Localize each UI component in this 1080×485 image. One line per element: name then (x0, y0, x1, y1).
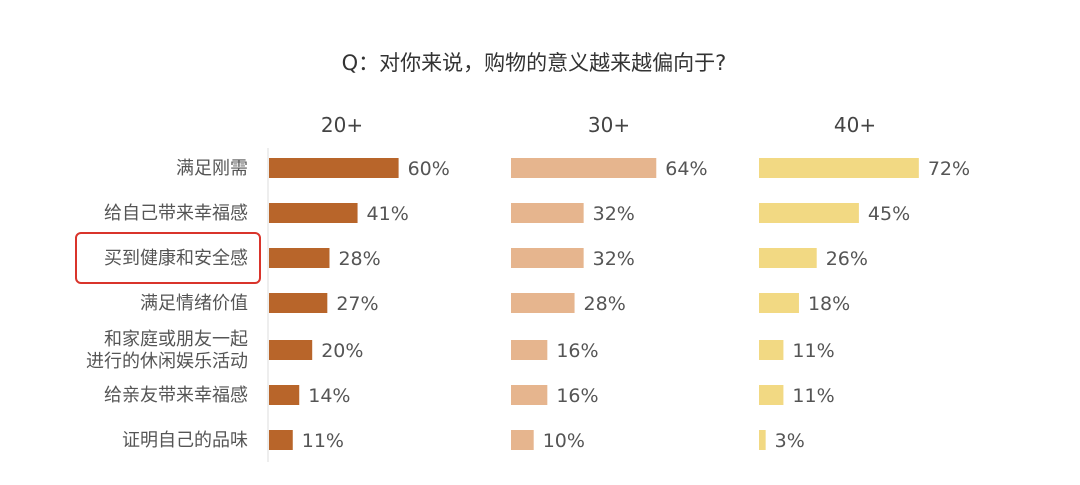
data-label: 60% (408, 158, 450, 180)
bar (511, 203, 584, 223)
data-label: 27% (336, 293, 378, 315)
data-label: 16% (556, 385, 598, 407)
data-label: 72% (928, 158, 970, 180)
bar (269, 430, 293, 450)
data-label: 11% (792, 385, 834, 407)
bar (269, 385, 300, 405)
category-label-line: 满足刚需 (176, 158, 248, 179)
chart-title: Q：对你来说，购物的意义越来越偏向于? (342, 51, 727, 75)
bar (511, 385, 548, 405)
data-label: 64% (665, 158, 707, 180)
category-label-line: 给自己带来幸福感 (104, 203, 248, 224)
bar (269, 203, 358, 223)
data-label: 28% (584, 293, 626, 315)
bar (759, 340, 784, 360)
series-header: 20+ (321, 113, 363, 137)
data-label: 32% (593, 203, 635, 225)
category-label-line: 证明自己的品味 (122, 430, 248, 451)
bar (511, 340, 548, 360)
highlight-box (75, 232, 261, 284)
series-header: 40+ (834, 113, 876, 137)
data-label: 20% (321, 340, 363, 362)
bar (759, 158, 919, 178)
bar (511, 248, 584, 268)
category-label-line: 给亲友带来幸福感 (104, 385, 248, 406)
category-label-line: 进行的休闲娱乐活动 (86, 351, 248, 372)
data-label: 3% (775, 430, 805, 452)
data-label: 11% (302, 430, 344, 452)
data-label: 32% (593, 248, 635, 270)
category-label-line: 和家庭或朋友一起 (104, 329, 248, 350)
bar (269, 340, 313, 360)
bar (759, 203, 859, 223)
category-label-line: 买到健康和安全感 (104, 248, 248, 269)
data-label: 11% (792, 340, 834, 362)
bar (269, 158, 399, 178)
category-label: 满足刚需 (176, 158, 248, 179)
category-label: 买到健康和安全感 (104, 248, 248, 269)
data-label: 14% (308, 385, 350, 407)
bar (269, 248, 330, 268)
category-label: 满足情绪价值 (140, 293, 248, 314)
data-label: 41% (367, 203, 409, 225)
bar (511, 293, 575, 313)
bar (759, 430, 766, 450)
data-label: 18% (808, 293, 850, 315)
bar (511, 158, 657, 178)
bar (269, 293, 328, 313)
bar (759, 248, 817, 268)
data-label: 16% (556, 340, 598, 362)
bar (511, 430, 534, 450)
series-header: 30+ (588, 113, 630, 137)
category-label-line: 满足情绪价值 (140, 293, 248, 314)
data-label: 26% (826, 248, 868, 270)
category-label: 给亲友带来幸福感 (104, 385, 248, 406)
bar (759, 385, 784, 405)
data-label: 10% (543, 430, 585, 452)
category-label: 证明自己的品味 (122, 430, 248, 451)
data-label: 45% (868, 203, 910, 225)
data-label: 28% (338, 248, 380, 270)
category-label: 给自己带来幸福感 (104, 203, 248, 224)
bar (759, 293, 799, 313)
